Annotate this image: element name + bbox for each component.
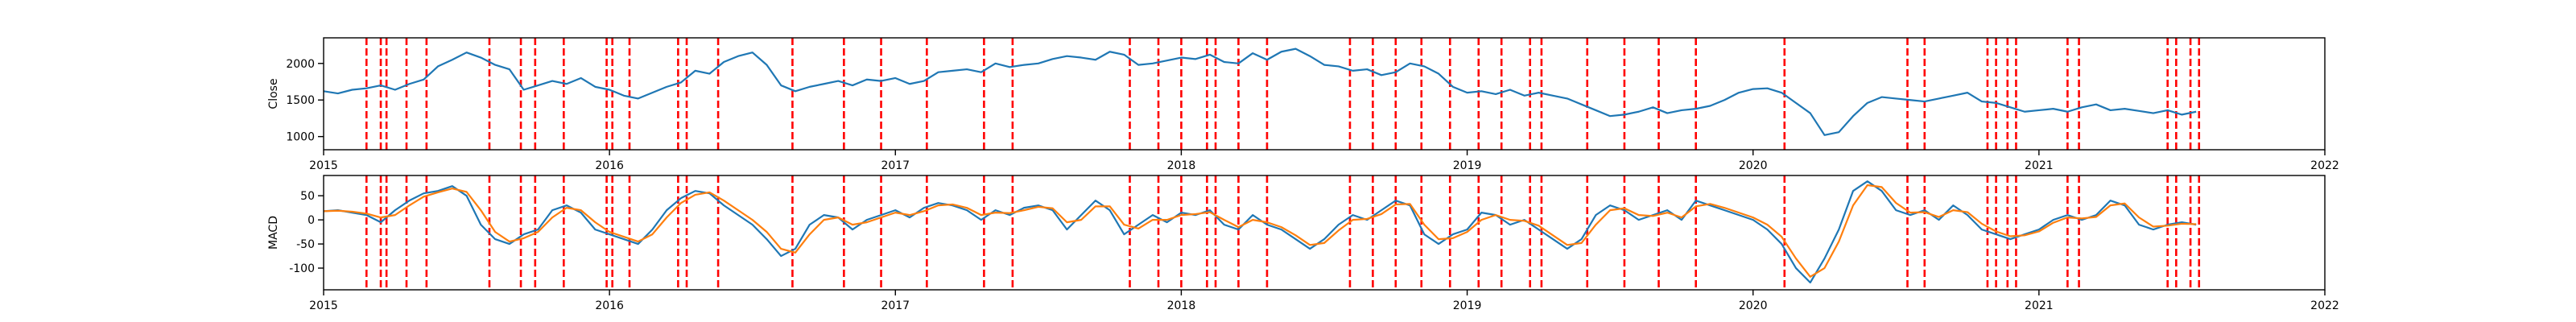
plot-content [324, 38, 2201, 150]
series-line-0 [324, 180, 2197, 284]
plot-content [324, 175, 2201, 290]
x-tick-label: 2020 [1739, 159, 1768, 172]
x-tick-label: 2016 [595, 159, 624, 172]
series-line-1 [324, 184, 2197, 278]
axes-frame [323, 175, 2326, 291]
x-tick-label: 2019 [1453, 299, 1482, 312]
y-tick-label: 0 [308, 214, 315, 227]
axes-frame [323, 37, 2326, 151]
close-price-panel: 2015 2016 2017 2018 2019 2020 2021 2022 1000 1500… [267, 37, 2339, 172]
x-tick-label: 2016 [595, 299, 624, 312]
series-line-0 [324, 47, 2197, 136]
x-tick-label: 2021 [2025, 159, 2054, 172]
x-tick-label: 2015 [309, 159, 338, 172]
y-tick-label: -100 [289, 262, 315, 275]
x-tick-label: 2017 [881, 159, 910, 172]
x-tick-label: 2018 [1167, 159, 1196, 172]
y-tick-label: -50 [296, 238, 315, 251]
x-tick-label: 2015 [309, 299, 338, 312]
x-tick-label: 2022 [2310, 299, 2339, 312]
x-tick-label: 2022 [2310, 159, 2339, 172]
y-tick-label: 1000 [286, 131, 315, 144]
y-tick-label: 50 [300, 190, 315, 203]
x-tick-label: 2019 [1453, 159, 1482, 172]
x-tick-label: 2020 [1739, 299, 1768, 312]
y-tick-label: 1500 [286, 94, 315, 107]
macd-panel: 2015 2016 2017 2018 2019 2020 2021 2022 -100 -50 0… [267, 175, 2339, 312]
plot-area [324, 175, 2325, 290]
x-tick-label: 2017 [881, 299, 910, 312]
plot-area [324, 38, 2325, 150]
y-axis-label: Close [267, 78, 280, 109]
y-axis-label: MACD [267, 216, 280, 250]
x-tick-label: 2018 [1167, 299, 1196, 312]
x-tick-label: 2021 [2025, 299, 2054, 312]
y-tick-label: 2000 [286, 58, 315, 71]
